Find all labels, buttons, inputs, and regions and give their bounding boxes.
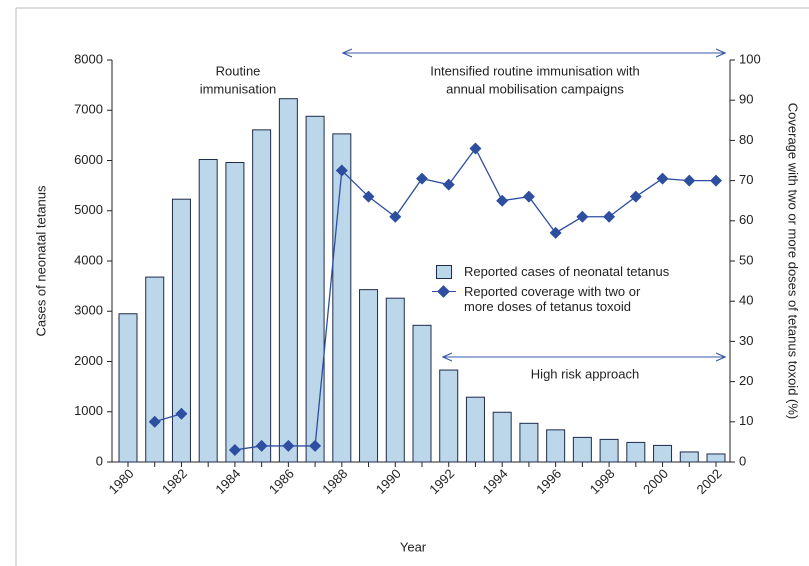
bar (305, 115, 325, 463)
marker (496, 194, 509, 207)
bar (359, 289, 379, 463)
y-tick-label: 0 (96, 453, 103, 468)
marker (309, 439, 322, 452)
y-tick-label: 2000 (74, 353, 103, 368)
y2-tick-label: 50 (739, 252, 753, 267)
marker (549, 226, 562, 239)
y-tick-label: 7000 (74, 102, 103, 117)
x-axis-title: Year (400, 539, 427, 554)
marker (576, 210, 589, 223)
bar (118, 313, 138, 463)
x-tick-label: 1990 (373, 466, 404, 497)
bar (465, 396, 485, 463)
y2-tick-label: 80 (739, 132, 753, 147)
x-tick-label: 1998 (587, 466, 618, 497)
marker (362, 190, 375, 203)
y2-axis-title: Coverage with two or more doses of tetan… (786, 103, 801, 419)
marker (148, 415, 161, 428)
y2-tick-label: 30 (739, 333, 753, 348)
x-tick-label: 1980 (105, 466, 136, 497)
bar (546, 429, 566, 463)
marker (656, 172, 669, 185)
bar (492, 411, 512, 463)
x-tick-label: 1984 (212, 466, 243, 497)
bar (278, 98, 298, 463)
y2-tick-label: 40 (739, 293, 753, 308)
y-tick-label: 6000 (74, 152, 103, 167)
marker (629, 190, 642, 203)
legend-swatch (432, 264, 456, 280)
marker (522, 190, 535, 203)
bar (252, 129, 272, 463)
marker (255, 439, 268, 452)
bar (332, 133, 352, 463)
annotation: Intensified routine immunisation with (430, 63, 640, 78)
x-tick-label: 1986 (266, 466, 297, 497)
x-tick-label: 1982 (159, 466, 190, 497)
marker (416, 172, 428, 185)
annotation: High risk approach (531, 366, 639, 381)
bar (679, 451, 699, 463)
marker (175, 407, 188, 420)
marker (710, 174, 722, 187)
bar (412, 324, 432, 463)
legend: Reported cases of neonatal tetanus Report… (432, 264, 732, 318)
x-tick-label: 1988 (319, 466, 350, 497)
marker (389, 210, 402, 223)
marker (442, 178, 455, 191)
x-tick-label: 2000 (640, 466, 671, 497)
x-tick-label: 1996 (533, 466, 564, 497)
legend-item: Reported cases of neonatal tetanus (432, 264, 732, 280)
bar (653, 444, 673, 463)
annotation: Routine (216, 63, 261, 78)
bar (225, 162, 245, 463)
legend-label: Reported coverage with two or more doses… (464, 284, 641, 314)
marker (603, 210, 616, 223)
bar (439, 369, 459, 463)
marker (683, 174, 696, 187)
annotation: immunisation (200, 81, 277, 96)
bar (519, 422, 539, 463)
legend-item: Reported coverage with two or more doses… (432, 284, 732, 314)
bar (572, 436, 592, 463)
y-tick-label: 8000 (74, 51, 103, 66)
y-tick-label: 3000 (74, 303, 103, 318)
bar (198, 158, 218, 463)
legend-swatch (432, 284, 456, 300)
bar (385, 297, 405, 463)
y2-tick-label: 10 (739, 413, 753, 428)
legend-label: Reported cases of neonatal tetanus (464, 264, 670, 279)
marker (469, 142, 482, 155)
x-tick-label: 1992 (426, 466, 457, 497)
y-tick-label: 1000 (74, 403, 103, 418)
bar (171, 198, 191, 463)
marker (228, 443, 241, 456)
bar (626, 441, 646, 463)
y-axis-title: Cases of neonatal tetanus (33, 185, 48, 337)
marker (282, 439, 295, 452)
y2-tick-label: 0 (739, 453, 746, 468)
y-tick-label: 4000 (74, 252, 103, 267)
x-tick-label: 1994 (480, 466, 511, 497)
annotation: annual mobilisation campaigns (446, 81, 624, 96)
y2-tick-label: 60 (739, 212, 753, 227)
y2-tick-label: 100 (739, 51, 761, 66)
bar (145, 276, 165, 463)
bar (599, 438, 619, 463)
y2-tick-label: 70 (739, 172, 753, 187)
y-tick-label: 5000 (74, 202, 103, 217)
y2-tick-label: 90 (739, 92, 753, 107)
x-tick-label: 2002 (693, 466, 724, 497)
y2-tick-label: 20 (739, 373, 753, 388)
marker (335, 164, 348, 177)
bar (706, 453, 726, 463)
